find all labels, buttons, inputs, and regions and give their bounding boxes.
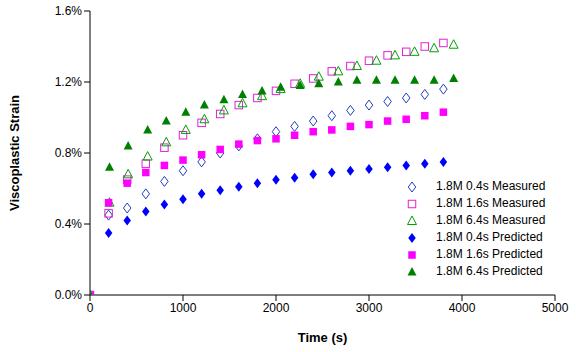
svg-text:1000: 1000 xyxy=(170,301,197,315)
svg-text:5000: 5000 xyxy=(542,301,568,315)
html-text:1.8M 6.4s Measured: 1.8M 6.4s Measured xyxy=(436,213,546,227)
svg-text:0.8%: 0.8% xyxy=(55,146,83,160)
svg-text:0: 0 xyxy=(87,301,94,315)
html-text:1.8M 0.4s Measured: 1.8M 0.4s Measured xyxy=(436,179,546,193)
svg-text:1.6%: 1.6% xyxy=(55,4,83,18)
svg-text:Time (s): Time (s) xyxy=(298,330,348,345)
svg-text:3000: 3000 xyxy=(356,301,383,315)
svg-text:4000: 4000 xyxy=(449,301,476,315)
svg-text:0.4%: 0.4% xyxy=(55,217,83,231)
html-text:1.8M 1.6s Measured: 1.8M 1.6s Measured xyxy=(436,196,546,210)
html-text:1.8M 1.6s Predicted: 1.8M 1.6s Predicted xyxy=(436,247,543,261)
svg-text:Viscoplastic Strain: Viscoplastic Strain xyxy=(8,95,22,211)
svg-text:2000: 2000 xyxy=(263,301,290,315)
svg-text:1.2%: 1.2% xyxy=(55,75,83,89)
html-text:1.8M 0.4s Predicted: 1.8M 0.4s Predicted xyxy=(436,230,543,244)
svg-text:0.0%: 0.0% xyxy=(55,288,83,302)
html-text:1.8M 6.4s Predicted: 1.8M 6.4s Predicted xyxy=(436,264,543,278)
